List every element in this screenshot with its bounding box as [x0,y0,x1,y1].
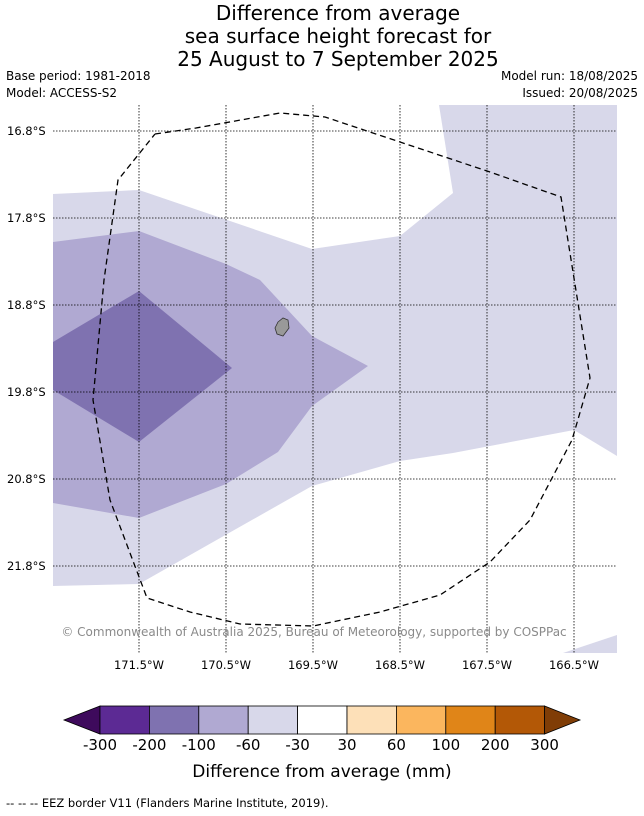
niue-island [274,317,290,337]
colorbar-tick: 100 [431,736,461,754]
lon-label: 171.5°W [114,658,164,672]
contour-anom-60-30-se [563,635,617,653]
colorbar-segment [494,705,546,735]
title-line-2: sea surface height forecast for [184,24,492,48]
colorbar-label: Difference from average (mm) [192,762,452,782]
colorbar-segment [198,705,249,735]
map: 16.8°S 17.8°S 18.8°S 19.8°S 20.8°S 21.8°… [7,105,617,672]
base-period: Base period: 1981-2018 [6,69,151,83]
lat-label: 20.8°S [7,472,46,486]
copyright-notice: © Commonwealth of Australia 2025, Bureau… [61,625,567,639]
title-line-3: 25 August to 7 September 2025 [177,47,499,71]
lat-label: 19.8°S [7,385,46,399]
colorbar-max-extend [544,705,582,735]
model-run: Model run: 18/08/2025 [500,69,638,83]
title-line-1: Difference from average [215,1,461,25]
lon-label: 170.5°W [201,658,251,672]
colorbar-tick: -300 [82,736,118,754]
lat-label: 21.8°S [7,559,46,573]
lat-label: 18.8°S [7,298,46,312]
colorbar-segment [395,705,447,735]
colorbar-tick: -30 [285,736,310,754]
eez-footnote: -- -- -- EEZ border V11 (Flanders Marine… [6,796,329,810]
colorbar-tick: -60 [235,736,261,754]
colorbar-segment [445,705,496,735]
colorbar-segment [99,705,150,735]
issued-date: Issued: 20/08/2025 [522,86,638,100]
lon-label: 167.5°W [462,658,512,672]
colorbar-segment [297,705,348,735]
colorbar [62,705,582,735]
lat-label: 17.8°S [7,211,46,225]
colorbar-tick: 300 [530,736,559,754]
colorbar-tick: 30 [337,736,357,754]
colorbar-segment [148,705,200,735]
graticule [53,105,617,653]
colorbar-segment [346,705,397,735]
colorbar-tick: 60 [386,736,406,754]
colorbar-min-extend [62,705,101,735]
lon-label: 168.5°W [375,658,425,672]
colorbar-segment [247,705,298,735]
lon-label: 166.5°W [549,658,599,672]
lat-label: 16.8°S [7,124,46,138]
model-name: Model: ACCESS-S2 [6,86,118,100]
eez-border [92,112,591,627]
colorbar-tick: -100 [181,736,216,754]
lon-label: 169.5°W [288,658,338,672]
contour-anom-200-100 [53,291,232,442]
colorbar-tick: 200 [480,736,510,754]
colorbar-tick: -200 [132,736,167,754]
